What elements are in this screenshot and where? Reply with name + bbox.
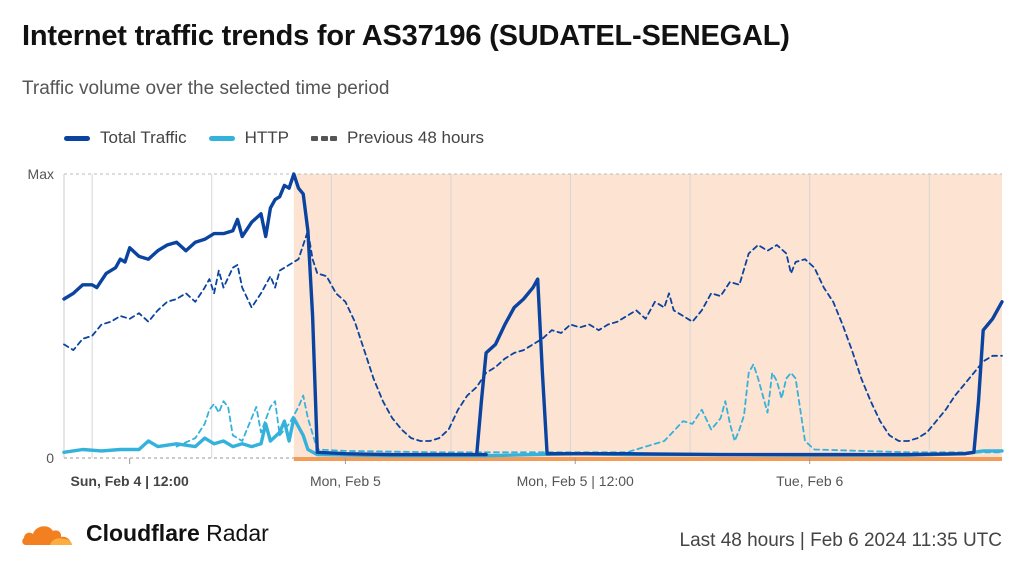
legend-total-traffic[interactable]: Total Traffic	[64, 128, 187, 148]
highlight-region	[293, 174, 1002, 458]
page-subtitle: Traffic volume over the selected time pe…	[22, 78, 390, 99]
time-range-label: Last 48 hours | Feb 6 2024 11:35 UTC	[679, 530, 1003, 551]
cloudflare-cloud-icon	[22, 525, 72, 545]
legend-label-previous: Previous 48 hours	[347, 128, 485, 147]
y-tick-zero: 0	[46, 450, 54, 466]
series-previous-http-line	[175, 363, 1003, 454]
series-total-traffic-line	[62, 172, 1004, 457]
series-previous-total-line	[63, 229, 1003, 442]
y-tick-max: Max	[28, 166, 54, 182]
traffic-chart: Max 0 Sun, Feb 4 | 12:00 Mon, Feb 5 Mon, Feb…	[28, 166, 1004, 489]
x-tick-label: Mon, Feb 5 | 12:00	[517, 473, 634, 489]
legend-http[interactable]: HTTP	[208, 128, 290, 148]
x-tick-label: Mon, Feb 5	[310, 473, 381, 489]
legend-label-http: HTTP	[244, 128, 290, 147]
brand-name: Cloudflare Radar	[86, 520, 269, 546]
chart-legend: Total Traffic HTTP Previous 48 hours	[64, 128, 506, 148]
page-title: Internet traffic trends for AS37196 (SUD…	[22, 20, 790, 52]
legend-swatch-http	[208, 135, 235, 141]
legend-swatch-previous	[311, 135, 338, 141]
legend-label-total: Total Traffic	[100, 128, 187, 147]
x-tick-label: Tue, Feb 6	[776, 473, 843, 489]
x-tick-label: Sun, Feb 4 | 12:00	[71, 473, 190, 489]
legend-previous[interactable]: Previous 48 hours	[311, 128, 484, 148]
legend-swatch-total	[64, 135, 90, 141]
cloudflare-radar-brand: Cloudflare Radar	[20, 520, 269, 547]
